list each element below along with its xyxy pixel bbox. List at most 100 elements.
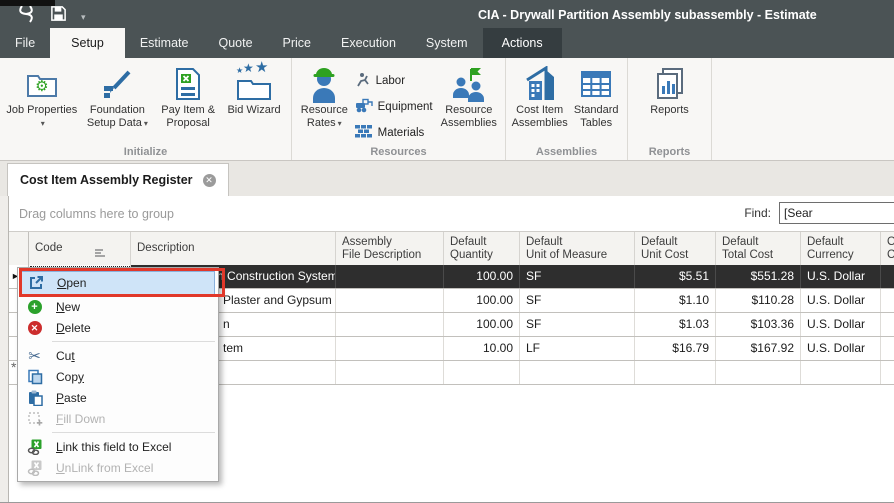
dropdown-caret-icon (336, 117, 342, 129)
resource-assemblies-icon (451, 64, 487, 104)
sort-icon[interactable] (94, 235, 108, 263)
column-header-code[interactable]: Code (29, 232, 131, 265)
reports-button[interactable]: Reports (632, 62, 707, 117)
cell-uom[interactable]: SF (520, 289, 635, 312)
tab-cost-item-assembly-register[interactable]: Cost Item Assembly Register (7, 163, 229, 196)
cell-quantity[interactable]: 100.00 (444, 313, 520, 336)
cell-currency[interactable]: U.S. Dollar (801, 289, 881, 312)
column-header-default-currency[interactable]: Default Currency (801, 232, 881, 265)
menu-item-new[interactable]: New (18, 296, 218, 317)
cell-unit-cost[interactable]: $16.79 (635, 337, 716, 360)
column-header-default-quantity[interactable]: Default Quantity (444, 232, 520, 265)
resource-rates-button[interactable]: ResourceRates (296, 62, 353, 130)
column-header-default-unit-of-measure[interactable]: Default Unit of Measure (520, 232, 635, 265)
bid-wizard-icon: ★ ★ ★ (235, 64, 273, 104)
resource-assemblies-button[interactable]: ResourceAssemblies (437, 62, 501, 130)
equipment-button[interactable]: Equipment (353, 94, 437, 120)
ribbon: Job Properties FoundationSetup Data Pay … (0, 58, 894, 161)
cell-assembly-file[interactable] (336, 289, 444, 312)
cell-uom[interactable]: LF (520, 337, 635, 360)
cell-uom[interactable]: SF (520, 313, 635, 336)
cell-clipped[interactable] (881, 313, 894, 336)
cell-unit-cost[interactable]: $1.03 (635, 313, 716, 336)
cell-assembly-file[interactable] (336, 313, 444, 336)
tab-execution[interactable]: Execution (326, 28, 411, 58)
ribbon-group-assemblies: Cost ItemAssemblies StandardTables Assem… (506, 58, 628, 160)
menu-item-paste[interactable]: Paste (18, 387, 218, 408)
tab-actions[interactable]: Actions (483, 28, 562, 58)
cell-quantity[interactable]: 100.00 (444, 289, 520, 312)
cost-item-assemblies-button[interactable]: Cost ItemAssemblies (510, 62, 569, 130)
cell-total-cost[interactable] (716, 361, 801, 384)
cell-unit-cost[interactable]: $5.51 (635, 265, 716, 288)
grid-header-row: Code Description Assembly File Descripti… (9, 232, 894, 265)
cell-uom[interactable]: SF (520, 265, 635, 288)
cell-quantity[interactable]: 10.00 (444, 337, 520, 360)
menu-item-open[interactable]: Open (21, 271, 215, 295)
cell-clipped[interactable] (881, 361, 894, 384)
standard-tables-button[interactable]: StandardTables (569, 62, 623, 130)
column-header-default-unit-cost[interactable]: Default Unit Cost (635, 232, 716, 265)
cut-icon (26, 347, 43, 365)
quick-access-caret-icon[interactable] (81, 7, 86, 25)
cell-uom[interactable] (520, 361, 635, 384)
cell-currency[interactable]: U.S. Dollar (801, 265, 881, 288)
column-header-assembly-file-description[interactable]: Assembly File Description (336, 232, 444, 265)
tab-estimate[interactable]: Estimate (125, 28, 204, 58)
column-header-description[interactable]: Description (131, 232, 336, 265)
cell-unit-cost[interactable] (635, 361, 716, 384)
cell-unit-cost[interactable]: $1.10 (635, 289, 716, 312)
cell-total-cost[interactable]: $551.28 (716, 265, 801, 288)
dropdown-caret-icon (142, 117, 148, 129)
cell-clipped[interactable] (881, 289, 894, 312)
find-input[interactable] (779, 202, 894, 224)
menu-item-label: New (56, 300, 80, 314)
menu-item-label: Copy (56, 370, 84, 384)
tab-price[interactable]: Price (268, 28, 326, 58)
window-title: CIA - Drywall Partition Assembly subasse… (478, 0, 817, 28)
tab-close-icon[interactable] (203, 174, 216, 187)
column-header-default-total-cost[interactable]: Default Total Cost (716, 232, 801, 265)
delete-icon (26, 321, 43, 335)
cell-currency[interactable]: U.S. Dollar (801, 313, 881, 336)
cell-assembly-file[interactable] (336, 337, 444, 360)
group-label-resources: Resources (292, 146, 505, 158)
cell-total-cost[interactable]: $167.92 (716, 337, 801, 360)
menu-item-copy[interactable]: Copy (18, 366, 218, 387)
tab-file[interactable]: File (0, 28, 50, 58)
menu-item-unlink-from-excel[interactable]: UnLink from Excel (18, 457, 218, 478)
tab-setup[interactable]: Setup (50, 28, 125, 58)
tab-system[interactable]: System (411, 28, 483, 58)
cell-quantity[interactable] (444, 361, 520, 384)
materials-button[interactable]: Materials (353, 120, 437, 146)
labor-button[interactable]: Labor (353, 68, 437, 94)
menu-separator (52, 341, 215, 342)
save-icon[interactable] (50, 5, 67, 27)
cell-quantity[interactable]: 100.00 (444, 265, 520, 288)
group-by-hint: Drag columns here to group (9, 207, 174, 221)
cell-currency[interactable] (801, 361, 881, 384)
cell-total-cost[interactable]: $110.28 (716, 289, 801, 312)
new-icon (26, 300, 43, 314)
foundation-setup-data-button[interactable]: FoundationSetup Data (80, 62, 156, 130)
column-header-clipped[interactable]: O Ca (881, 232, 894, 265)
group-label-assemblies: Assemblies (506, 146, 627, 158)
ribbon-group-initialize: Job Properties FoundationSetup Data Pay … (0, 58, 292, 160)
pay-item-proposal-button[interactable]: Pay Item &Proposal (155, 62, 221, 130)
menu-item-fill-down[interactable]: Fill Down (18, 408, 218, 429)
menu-item-delete[interactable]: Delete (18, 317, 218, 338)
cell-currency[interactable]: U.S. Dollar (801, 337, 881, 360)
bid-wizard-button[interactable]: ★ ★ ★ Bid Wizard (221, 62, 287, 117)
cell-clipped[interactable] (881, 337, 894, 360)
cell-clipped[interactable] (881, 265, 894, 288)
menu-item-link-to-excel[interactable]: Link this field to Excel (18, 436, 218, 457)
group-label-initialize: Initialize (0, 146, 291, 158)
group-by-bar[interactable]: Drag columns here to group Find: (9, 196, 894, 232)
cell-assembly-file[interactable] (336, 361, 444, 384)
menu-item-cut[interactable]: Cut (18, 345, 218, 366)
tab-quote[interactable]: Quote (203, 28, 267, 58)
cell-assembly-file[interactable] (336, 265, 444, 288)
cell-total-cost[interactable]: $103.36 (716, 313, 801, 336)
menu-item-label: Link this field to Excel (56, 440, 171, 454)
job-properties-button[interactable]: Job Properties (4, 62, 80, 130)
